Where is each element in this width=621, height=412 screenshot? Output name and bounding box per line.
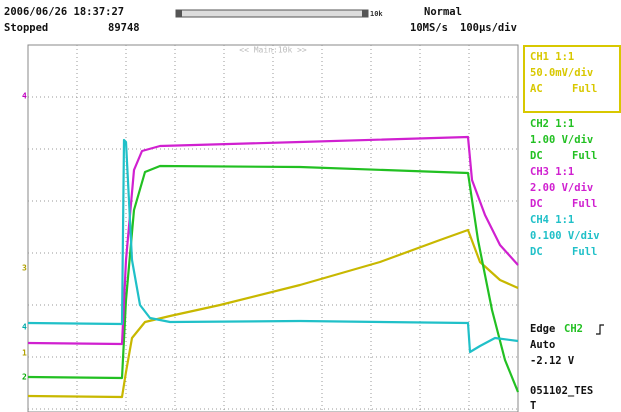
graticule [27,44,519,412]
ch-coupling: AC [530,83,543,95]
trigger-level: -2.12 V [530,355,575,367]
sample-rate: 10MS/s [410,22,448,34]
edge-icon [596,324,604,335]
ch-marker: 4 [22,92,27,101]
zoom-bar [175,9,369,18]
ch-coupling: DC [530,246,543,258]
ch-scale: 2.00 V/div [530,182,593,194]
timebase: 100μs/div [460,22,517,34]
file-name: T [530,400,536,412]
ch-name: CH2 1:1 [530,118,574,130]
trigger-mode: Auto [530,339,555,351]
status: Stopped [4,22,48,34]
record-count: 89748 [108,22,140,34]
ch-scale: 1.00 V/div [530,134,593,146]
ch-coupling: DC [530,150,543,162]
file-name: 051102_TES [530,385,593,397]
ch-name: CH1 1:1 [530,51,574,63]
trace-ch3 [27,135,519,346]
datetime: 2006/06/26 18:37:27 [4,6,124,18]
trigger-source: CH2 [564,323,583,335]
ch-bandwidth: Full [572,83,597,95]
ch-bandwidth: Full [572,150,597,162]
zoom-label: << Main:10k >> [239,46,307,55]
zoom-bar-right [362,10,368,17]
trace-ch2 [27,164,520,393]
trace-ch4 [27,138,519,354]
zoom-bar-left [176,10,182,17]
ch-bandwidth: Full [572,198,597,210]
ch-coupling: DC [530,198,543,210]
ch-marker: 4 [22,323,27,332]
ch-name: CH3 1:1 [530,166,574,178]
zoom-factor: 10k [370,10,383,18]
ch-scale: 0.100 V/div [530,230,600,242]
ch-marker: 3 [22,264,27,273]
ch-scale: 50.0mV/div [530,67,593,79]
ch-marker: 1 [22,349,27,358]
ch1-box [523,45,621,113]
trigger-type: Edge [530,323,555,335]
ch-marker: 2 [22,373,27,382]
ch-bandwidth: Full [572,246,597,258]
ch-name: CH4 1:1 [530,214,574,226]
trace-ch1 [27,228,519,399]
acq-mode: Normal [424,6,462,18]
